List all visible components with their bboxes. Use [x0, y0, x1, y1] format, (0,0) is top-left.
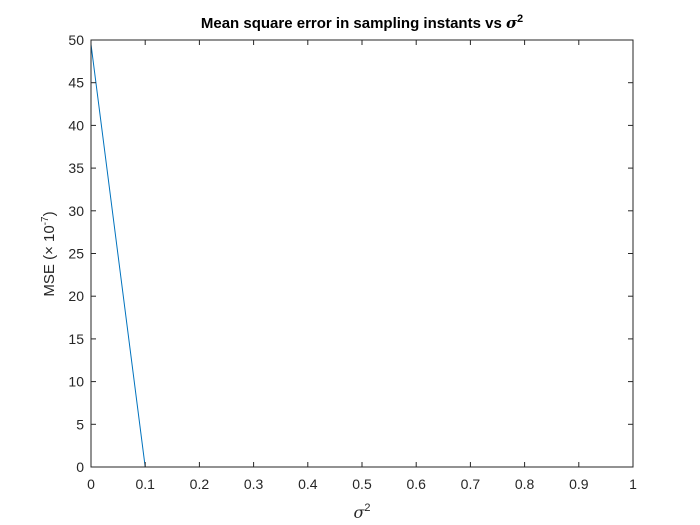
y-tick-label: 10	[68, 374, 84, 390]
plot-area	[91, 40, 633, 467]
x-axis-label-symbol: σ	[353, 503, 365, 522]
x-tick-label: 1	[629, 476, 637, 492]
y-axis-label: MSE (× 10-7)	[40, 211, 58, 296]
x-tick-label: 0.7	[461, 476, 481, 492]
axes-box	[90, 39, 634, 468]
x-tick-label: 0.9	[569, 476, 589, 492]
y-axis-label-exponent: -7	[40, 216, 51, 225]
chart-title: Mean square error in sampling instants v…	[201, 13, 523, 32]
x-tick-label: 0.6	[406, 476, 426, 492]
y-tick-labels: 0 5 10 15 20 25 30 35 40 45 50	[68, 32, 84, 475]
x-tick-label: 0.2	[190, 476, 210, 492]
x-tick-label: 0.3	[244, 476, 264, 492]
y-tick-label: 20	[68, 288, 84, 304]
chart-title-symbol: σ	[506, 14, 518, 32]
y-tick-label: 35	[68, 160, 84, 176]
x-tick-label: 0.8	[515, 476, 535, 492]
x-tick-labels: 0 0.1 0.2 0.3 0.4 0.5 0.6 0.7 0.8 0.9 1	[87, 476, 637, 492]
x-tick-label: 0.5	[352, 476, 372, 492]
y-tick-label: 45	[68, 75, 84, 91]
y-axis-label-suffix: )	[41, 211, 58, 216]
y-tick-label: 25	[68, 246, 84, 262]
y-axis-label-prefix: MSE (× 10	[41, 225, 58, 296]
y-tick-label: 0	[76, 459, 84, 475]
y-tick-label: 30	[68, 203, 84, 219]
y-tick-label: 5	[76, 416, 84, 432]
x-axis-label-superscript: 2	[364, 502, 370, 514]
y-tick-label: 50	[68, 32, 84, 48]
y-tick-label: 40	[68, 117, 84, 133]
x-tick-label: 0.4	[298, 476, 318, 492]
x-tick-label: 0	[87, 476, 95, 492]
x-axis-label: σ2	[353, 502, 370, 522]
chart-title-text: Mean square error in sampling instants v…	[201, 15, 506, 32]
y-tick-label: 15	[68, 331, 84, 347]
chart-title-superscript: 2	[517, 13, 523, 25]
x-tick-label: 0.1	[135, 476, 155, 492]
